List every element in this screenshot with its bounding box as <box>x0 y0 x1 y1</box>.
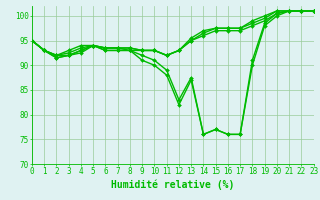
X-axis label: Humidité relative (%): Humidité relative (%) <box>111 179 235 190</box>
